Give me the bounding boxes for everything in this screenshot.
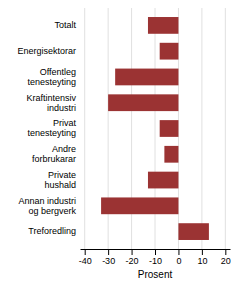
y-tick-label-line: Privat [53,118,77,128]
x-axis: -40 -30 -20 -10 0 10 20 [79,249,231,266]
y-tick: Andreforbrukarar [32,144,76,164]
y-tick-label-line: Treforedling [28,226,76,236]
y-tick: Privatehushald [44,170,76,190]
x-tick-mark [132,249,133,255]
y-tick: Privattenesteyting [27,118,76,138]
y-tick-label-line: Offentleg [40,67,76,77]
y-tick-label-line: forbrukarar [32,154,76,164]
x-tick: 20 [221,249,231,266]
x-tick: 0 [176,249,181,266]
x-tick-label: 0 [176,256,181,266]
bar [115,69,178,86]
x-tick-mark [202,249,203,255]
y-tick: Totalt [54,20,76,30]
y-tick-label: Kraftintensivindustri [26,93,76,113]
y-tick-label: Totalt [54,20,76,30]
bar [178,223,208,240]
x-tick-mark [225,249,226,255]
y-tick-label-line: hushald [44,180,76,190]
y-tick-label-line: Energisektorar [17,46,76,56]
y-tick-label-line: Private [48,170,76,180]
bar [148,17,178,34]
y-tick: Kraftintensivindustri [26,93,76,113]
bar [160,43,179,60]
y-tick-label-line: Kraftintensiv [26,93,76,103]
y-tick-label: Privatehushald [44,170,76,190]
x-tick-label: 20 [221,256,231,266]
y-tick-label: Energisektorar [17,46,76,56]
bar [164,146,178,163]
grid-line [201,8,202,249]
x-axis-title: Prosent [138,269,173,280]
x-tick-label: 10 [197,256,207,266]
y-tick: Energisektorar [17,46,76,56]
x-tick: -10 [149,249,162,266]
y-tick-label-line: industri [47,103,76,113]
grid-line [84,8,85,249]
y-tick-label-line: tenesteyting [27,128,76,138]
x-tick-label: -10 [149,256,162,266]
y-tick-label: Offentlegtenesteyting [27,67,76,87]
chart: -40 -30 -20 -10 0 10 20 Totalt Energisektorar Off… [0,0,242,283]
y-tick-label-line: Andre [52,144,76,154]
grid [85,8,226,249]
y-tick-label: Treforedling [28,226,76,236]
x-tick-label: -40 [79,256,92,266]
x-tick-label: -20 [126,256,139,266]
plot: -40 -30 -20 -10 0 10 20 Totalt Energisektorar Off… [17,8,230,266]
x-tick: -20 [126,249,139,266]
bar [108,94,178,111]
y-tick: Offentlegtenesteyting [27,67,76,87]
bar [148,172,178,189]
y-tick-label: Privattenesteyting [27,118,76,138]
y-axis: TotaltEnergisektorarOffentlegtenesteytin… [17,20,76,236]
y-tick-label-line: Annan industri [18,196,76,206]
bar [101,197,178,214]
y-tick-label-line: tenesteyting [27,77,76,87]
y-tick: Treforedling [28,226,76,236]
y-tick-label: Andreforbrukarar [32,144,76,164]
y-tick-label-line: Totalt [54,20,76,30]
x-tick: -40 [79,249,92,266]
x-tick-mark [85,249,86,255]
x-tick-mark [155,249,156,255]
x-tick: -30 [102,249,115,266]
bars [101,17,209,240]
x-tick-mark [178,249,179,255]
y-tick-label: Annan industriog bergverk [18,196,76,216]
y-tick: Annan industriog bergverk [18,196,76,216]
x-tick-label: -30 [102,256,115,266]
y-tick-label-line: og bergverk [28,206,76,216]
grid-line [225,8,226,249]
bar [160,120,179,137]
x-tick-mark [108,249,109,255]
x-tick: 10 [197,249,207,266]
